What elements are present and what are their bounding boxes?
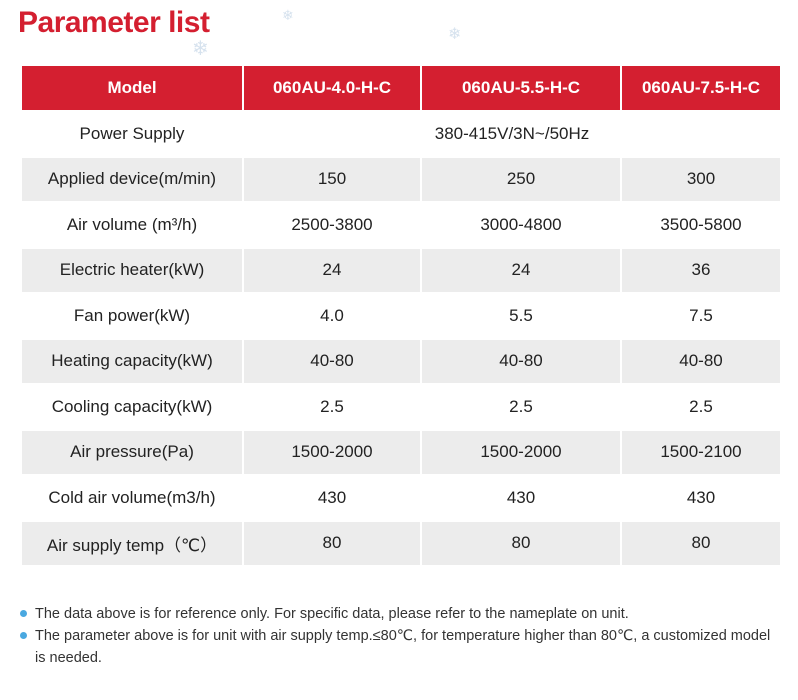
row-label: Fan power(kW) <box>22 294 242 338</box>
row-label: Air volume (m³/h) <box>22 203 242 247</box>
table-cell: 2500-3800 <box>244 203 420 247</box>
table-cell: 1500-2000 <box>244 430 420 474</box>
table-row: Applied device(m/min) 150 250 300 <box>22 157 780 201</box>
table-cell: 40-80 <box>422 339 620 383</box>
table-row: Fan power(kW) 4.0 5.5 7.5 <box>22 294 780 338</box>
row-label: Heating capacity(kW) <box>22 339 242 383</box>
snowflake-icon: ❄ <box>192 36 209 60</box>
column-header-model-3: 060AU-7.5-H-C <box>622 66 780 110</box>
table-row-power-supply: Power Supply 380-415V/3N~/50Hz <box>22 112 780 156</box>
footnote: The parameter above is for unit with air… <box>20 625 780 669</box>
table-row: Electric heater(kW) 24 24 36 <box>22 248 780 292</box>
table-cell: 1500-2100 <box>622 430 780 474</box>
table-cell: 80 <box>422 521 620 565</box>
table-row: Air pressure(Pa) 1500-2000 1500-2000 150… <box>22 430 780 474</box>
bullet-dot-icon <box>20 632 27 639</box>
table-cell: 7.5 <box>622 294 780 338</box>
table-row: Cooling capacity(kW) 2.5 2.5 2.5 <box>22 385 780 429</box>
row-label: Cold air volume(m3/h) <box>22 476 242 520</box>
table-cell: 2.5 <box>244 385 420 429</box>
snowflake-icon: ❄ <box>282 8 294 24</box>
table-cell: 36 <box>622 248 780 292</box>
parameter-table: Model 060AU-4.0-H-C 060AU-5.5-H-C 060AU-… <box>20 64 782 567</box>
column-header-model: Model <box>22 66 242 110</box>
table-row: Air supply temp（℃） 80 80 80 <box>22 521 780 565</box>
row-label: Air pressure(Pa) <box>22 430 242 474</box>
table-cell: 430 <box>244 476 420 520</box>
row-label: Cooling capacity(kW) <box>22 385 242 429</box>
row-label: Electric heater(kW) <box>22 248 242 292</box>
table-cell: 3500-5800 <box>622 203 780 247</box>
page-title: Parameter list <box>18 6 210 39</box>
table-cell: 250 <box>422 157 620 201</box>
bullet-dot-icon <box>20 610 27 617</box>
table-cell: 3000-4800 <box>422 203 620 247</box>
footnote-text: The data above is for reference only. Fo… <box>35 606 629 622</box>
footnote: The data above is for reference only. Fo… <box>20 603 780 625</box>
table-cell: 300 <box>622 157 780 201</box>
table-cell: 150 <box>244 157 420 201</box>
table-cell: 80 <box>244 521 420 565</box>
snowflake-icon: ❄ <box>448 24 462 43</box>
row-label: Power Supply <box>22 112 242 156</box>
table-cell: 24 <box>244 248 420 292</box>
table-row: Heating capacity(kW) 40-80 40-80 40-80 <box>22 339 780 383</box>
table-cell: 5.5 <box>422 294 620 338</box>
table-cell: 430 <box>422 476 620 520</box>
row-label: Air supply temp（℃） <box>22 521 242 565</box>
footnotes: The data above is for reference only. Fo… <box>20 603 780 669</box>
table-cell: 1500-2000 <box>422 430 620 474</box>
table-cell: 40-80 <box>622 339 780 383</box>
table-cell: 24 <box>422 248 620 292</box>
table-cell: 2.5 <box>622 385 780 429</box>
table-header-row: Model 060AU-4.0-H-C 060AU-5.5-H-C 060AU-… <box>22 66 780 110</box>
row-label: Applied device(m/min) <box>22 157 242 201</box>
table-cell: 2.5 <box>422 385 620 429</box>
table-row: Air volume (m³/h) 2500-3800 3000-4800 35… <box>22 203 780 247</box>
table-cell: 4.0 <box>244 294 420 338</box>
table-cell: 80 <box>622 521 780 565</box>
column-header-model-1: 060AU-4.0-H-C <box>244 66 420 110</box>
table-row: Cold air volume(m3/h) 430 430 430 <box>22 476 780 520</box>
power-supply-value: 380-415V/3N~/50Hz <box>244 112 780 156</box>
footnote-text: The parameter above is for unit with air… <box>35 628 771 666</box>
column-header-model-2: 060AU-5.5-H-C <box>422 66 620 110</box>
table-cell: 40-80 <box>244 339 420 383</box>
table-cell: 430 <box>622 476 780 520</box>
